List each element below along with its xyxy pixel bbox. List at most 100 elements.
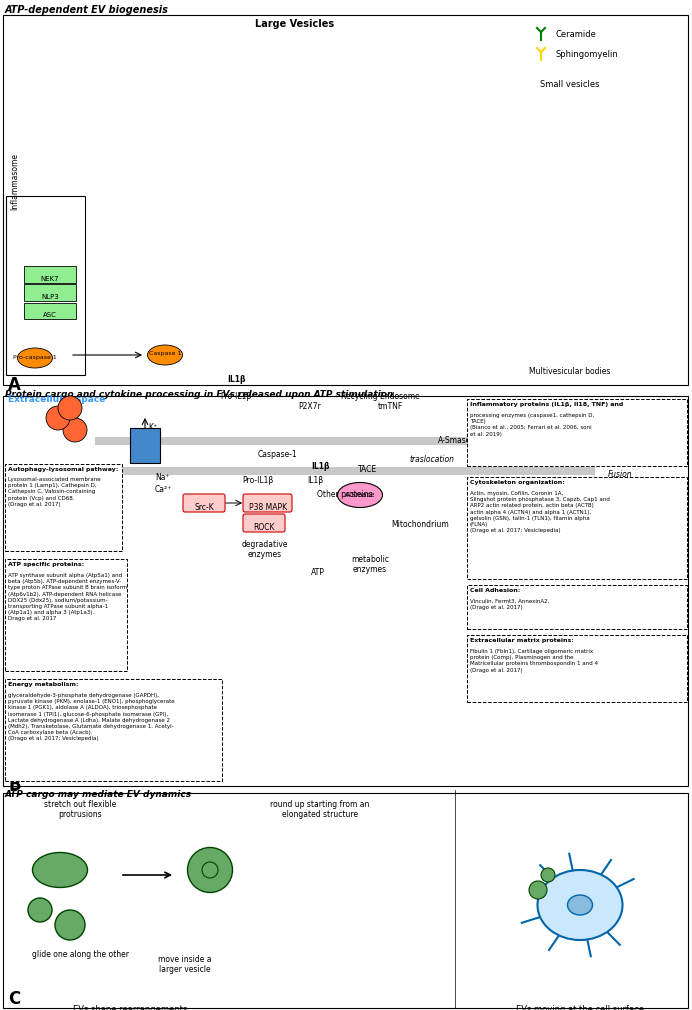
Text: A-Smase: A-Smase: [438, 436, 472, 445]
Text: Small vesicles: Small vesicles: [540, 80, 600, 89]
Text: ATP: ATP: [69, 427, 81, 432]
Text: Caspase-1: Caspase-1: [258, 450, 298, 459]
Text: Cytoskeleton organization:: Cytoskeleton organization:: [470, 480, 565, 485]
Text: Ceramide: Ceramide: [555, 30, 596, 39]
Bar: [130, 428, 160, 463]
Ellipse shape: [147, 345, 183, 365]
Text: Fusion: Fusion: [608, 470, 632, 479]
FancyBboxPatch shape: [5, 679, 222, 781]
Text: ATP-dependent EV biogenesis: ATP-dependent EV biogenesis: [5, 5, 169, 15]
Text: Large Vesicles: Large Vesicles: [255, 19, 334, 29]
FancyBboxPatch shape: [467, 399, 687, 466]
Text: Sphingomyelin: Sphingomyelin: [555, 50, 618, 59]
Text: round up starting from an
elongated structure: round up starting from an elongated stru…: [271, 800, 370, 819]
FancyBboxPatch shape: [467, 585, 687, 629]
FancyBboxPatch shape: [467, 477, 687, 579]
Ellipse shape: [33, 852, 87, 888]
Text: Citosol: Citosol: [8, 475, 43, 484]
FancyBboxPatch shape: [5, 559, 127, 671]
Ellipse shape: [17, 348, 53, 368]
Bar: [95, 467, 595, 475]
Circle shape: [202, 862, 218, 878]
FancyBboxPatch shape: [24, 266, 76, 283]
Text: Mitochondrium: Mitochondrium: [391, 520, 449, 529]
Text: Inflammatory proteins (IL1β, Il18, TNF) and: Inflammatory proteins (IL1β, Il18, TNF) …: [470, 402, 623, 407]
Text: Pro-IL1β: Pro-IL1β: [220, 392, 252, 401]
Text: ATP: ATP: [311, 568, 325, 577]
Text: stretch out flexible
protrusions: stretch out flexible protrusions: [44, 800, 116, 819]
Text: Ca²⁺: Ca²⁺: [155, 485, 172, 494]
Text: Extracellular space: Extracellular space: [8, 395, 105, 404]
FancyBboxPatch shape: [243, 494, 292, 512]
FancyBboxPatch shape: [6, 196, 85, 375]
Text: Recycling Endosome: Recycling Endosome: [340, 392, 419, 401]
FancyBboxPatch shape: [24, 303, 76, 319]
Text: Extracellular matrix proteins:: Extracellular matrix proteins:: [470, 638, 574, 643]
Text: Caspase 1: Caspase 1: [149, 351, 181, 357]
Text: A-Smase: A-Smase: [345, 492, 375, 498]
Text: Inflammasome: Inflammasome: [10, 153, 19, 210]
Bar: [95, 437, 595, 445]
Text: Other proteins: Other proteins: [317, 490, 373, 499]
Ellipse shape: [338, 483, 383, 507]
Text: P38 MAPK: P38 MAPK: [249, 503, 287, 512]
Text: glyceraldehyde-3-phosphate dehydrogenase (GAPDH),
pyruvate kinase (PKM), enolase: glyceraldehyde-3-phosphate dehydrogenase…: [8, 693, 174, 741]
Text: processing enzymes (caspase1, cathepsin D,
TACE)
(Bianco et al., 2005; Ferrari e: processing enzymes (caspase1, cathepsin …: [470, 413, 594, 436]
Text: IL1β: IL1β: [227, 375, 245, 384]
Text: NEK7: NEK7: [41, 276, 60, 282]
Text: Autophagy-lysosomal pathway:: Autophagy-lysosomal pathway:: [8, 467, 118, 472]
Text: Pro-IL1β: Pro-IL1β: [242, 476, 273, 485]
Text: IL1β: IL1β: [307, 476, 323, 485]
Text: metabolic
enzymes: metabolic enzymes: [351, 556, 389, 575]
Bar: [3, 793, 688, 1008]
FancyBboxPatch shape: [243, 514, 285, 532]
Text: degradative
enzymes: degradative enzymes: [242, 540, 289, 560]
FancyBboxPatch shape: [183, 494, 225, 512]
Text: C: C: [8, 990, 20, 1008]
Text: ATP synthase subunit alpha (Atp5a1) and
beta (Atp5b), ATP-dependent enzymes-V-
t: ATP synthase subunit alpha (Atp5a1) and …: [8, 573, 127, 621]
Circle shape: [28, 898, 52, 922]
Text: A: A: [8, 376, 21, 394]
Text: P2X7r: P2X7r: [135, 447, 155, 453]
Bar: [3, 15, 688, 385]
Ellipse shape: [188, 847, 233, 893]
Ellipse shape: [567, 895, 592, 915]
Text: glide one along the other: glide one along the other: [32, 950, 129, 960]
Text: ROCK: ROCK: [253, 523, 275, 532]
Text: ATP: ATP: [64, 405, 76, 410]
Circle shape: [46, 406, 70, 430]
Text: ATP: ATP: [52, 415, 64, 420]
Text: Energy metabolism:: Energy metabolism:: [8, 682, 79, 687]
Text: move inside a
larger vesicle: move inside a larger vesicle: [158, 955, 212, 975]
Circle shape: [541, 868, 555, 882]
Circle shape: [63, 418, 87, 442]
Circle shape: [529, 881, 547, 899]
FancyBboxPatch shape: [5, 464, 122, 551]
Text: Na⁺: Na⁺: [155, 473, 170, 482]
Text: EVs shape rearrangements: EVs shape rearrangements: [73, 1005, 187, 1010]
Text: Lysosomal-associated membrane
protein 1 (Lamp1), Cathepsin D,
Cathepsin C, Valos: Lysosomal-associated membrane protein 1 …: [8, 477, 100, 507]
Text: Vinculin, Fermt3, AnnexinA2,
(Drago et al. 2017): Vinculin, Fermt3, AnnexinA2, (Drago et a…: [470, 599, 549, 610]
Text: Fibulin 1 (Fbln1), Cartilage oligomeric matrix
protein (Comp), Plasminogen and t: Fibulin 1 (Fbln1), Cartilage oligomeric …: [470, 649, 598, 673]
Text: B: B: [8, 776, 21, 794]
Text: NLP3: NLP3: [41, 294, 59, 300]
Text: IL1β: IL1β: [311, 462, 329, 471]
Text: P2X7r: P2X7r: [299, 402, 321, 411]
Circle shape: [58, 396, 82, 420]
Text: Multivesicular bodies: Multivesicular bodies: [529, 367, 610, 376]
Text: K⁺: K⁺: [148, 423, 157, 432]
Text: ATP specific proteins:: ATP specific proteins:: [8, 562, 84, 567]
Text: EVs moving at the cell surface: EVs moving at the cell surface: [516, 1005, 644, 1010]
Text: ATP cargo may mediate EV dynamics: ATP cargo may mediate EV dynamics: [5, 790, 192, 799]
Text: traslocation: traslocation: [410, 454, 455, 464]
Ellipse shape: [538, 870, 623, 940]
Text: Pro-caspase 1: Pro-caspase 1: [13, 355, 57, 360]
Text: tmTNF: tmTNF: [377, 402, 403, 411]
Text: Cell Adhesion:: Cell Adhesion:: [470, 588, 520, 593]
Text: Protein cargo and cytokine processing in EVs released upon ATP stimulation: Protein cargo and cytokine processing in…: [5, 390, 393, 399]
Circle shape: [55, 910, 85, 940]
Text: Actin, myosin, Cofilin, Coronin 1A,
Slingshot protein phosphatase 3, Capzb, Cap1: Actin, myosin, Cofilin, Coronin 1A, Slin…: [470, 491, 610, 533]
FancyBboxPatch shape: [467, 635, 687, 702]
Text: ASC: ASC: [43, 312, 57, 318]
FancyBboxPatch shape: [24, 284, 76, 301]
